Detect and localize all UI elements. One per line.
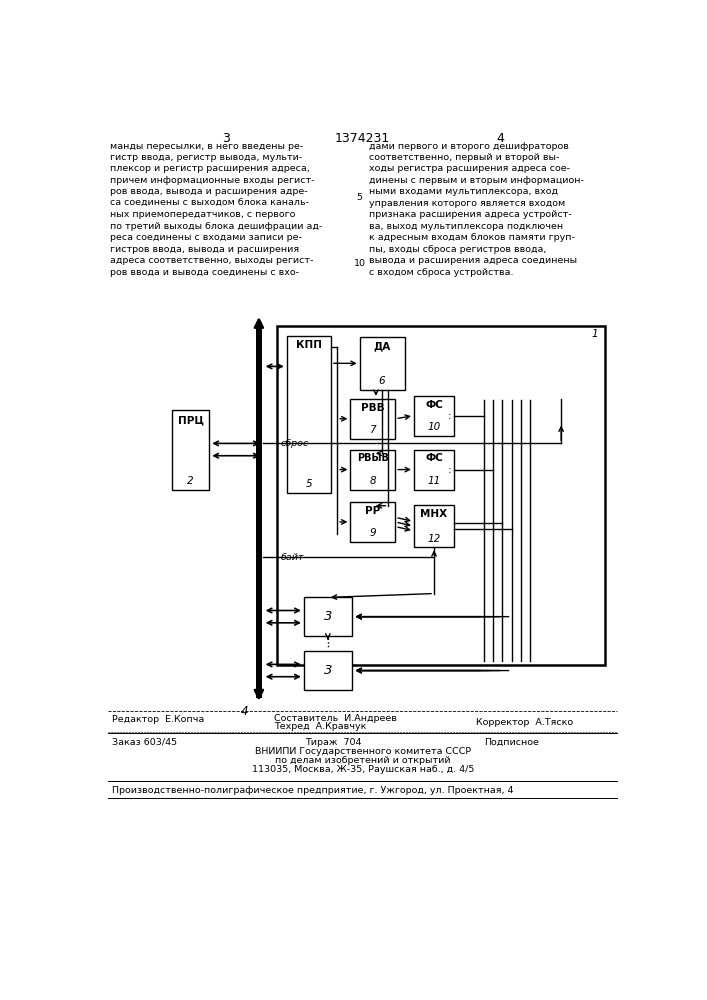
Text: сброс: сброс: [281, 439, 309, 448]
Text: манды пересылки, в него введены ре-
гистр ввода, регистр вывода, мульти-
плексор: манды пересылки, в него введены ре- гист…: [110, 142, 322, 277]
Text: 2: 2: [187, 476, 194, 486]
Text: ДА: ДА: [373, 341, 391, 351]
Text: 10: 10: [428, 422, 440, 432]
Text: 1: 1: [592, 329, 598, 339]
Text: ПРЦ: ПРЦ: [177, 416, 204, 426]
Text: Подписное: Подписное: [484, 738, 539, 747]
Text: Редактор  Е.Копча: Редактор Е.Копча: [112, 715, 204, 724]
Text: 3: 3: [221, 132, 230, 145]
Text: РВВ: РВВ: [361, 403, 385, 413]
Text: 4: 4: [497, 132, 505, 145]
Bar: [256, 322, 262, 698]
Bar: [351, 399, 395, 439]
Bar: [304, 597, 352, 636]
Bar: [351, 502, 395, 542]
Text: :: :: [448, 411, 452, 421]
Bar: [287, 336, 331, 493]
Text: 12: 12: [428, 534, 440, 544]
Text: 9: 9: [370, 528, 376, 538]
Text: РР: РР: [366, 506, 380, 516]
Text: байт: байт: [281, 553, 304, 562]
Text: ФС: ФС: [425, 453, 443, 463]
Bar: [414, 396, 454, 436]
Text: 6: 6: [379, 376, 385, 386]
Text: дами первого и второго дешифраторов
соответственно, первый и второй вы-
ходы рег: дами первого и второго дешифраторов соот…: [369, 142, 584, 277]
Text: ФС: ФС: [425, 400, 443, 410]
Bar: [414, 505, 454, 547]
Text: 5: 5: [305, 479, 312, 489]
Text: 3: 3: [324, 664, 332, 677]
Bar: [351, 450, 395, 490]
Bar: [304, 651, 352, 690]
Text: Тираж  704: Тираж 704: [305, 738, 362, 747]
Text: Составитель  И.Андреев: Составитель И.Андреев: [274, 714, 397, 723]
Bar: [277, 326, 604, 665]
Bar: [344, 331, 590, 574]
Text: КПП: КПП: [296, 340, 322, 350]
Text: :: :: [448, 465, 452, 475]
Text: 8: 8: [370, 476, 376, 486]
Bar: [360, 337, 404, 389]
Text: Корректор  А.Тяско: Корректор А.Тяско: [476, 718, 573, 727]
Text: Производственно-полиграфическое предприятие, г. Ужгород, ул. Проектная, 4: Производственно-полиграфическое предприя…: [112, 786, 513, 795]
Text: ВНИИПИ Государственного комитета СССР: ВНИИПИ Государственного комитета СССР: [255, 747, 471, 756]
Text: 4: 4: [240, 705, 248, 718]
Text: 113035, Москва, Ж-35, Раушская наб., д. 4/5: 113035, Москва, Ж-35, Раушская наб., д. …: [252, 765, 474, 774]
Text: РВЫВ: РВЫВ: [357, 453, 389, 463]
Bar: [414, 450, 454, 490]
Text: Заказ 603/45: Заказ 603/45: [112, 738, 177, 747]
Text: 7: 7: [370, 425, 376, 435]
Text: МНХ: МНХ: [421, 509, 448, 519]
Bar: [172, 410, 209, 490]
Text: 5: 5: [356, 193, 363, 202]
Text: 11: 11: [428, 476, 440, 486]
Text: 3: 3: [324, 610, 332, 623]
Text: Техред  А.Кравчук: Техред А.Кравчук: [274, 722, 367, 731]
Text: по делам изобретений и открытий: по делам изобретений и открытий: [275, 756, 450, 765]
Text: 10: 10: [354, 259, 366, 268]
Text: 1374231: 1374231: [335, 132, 390, 145]
